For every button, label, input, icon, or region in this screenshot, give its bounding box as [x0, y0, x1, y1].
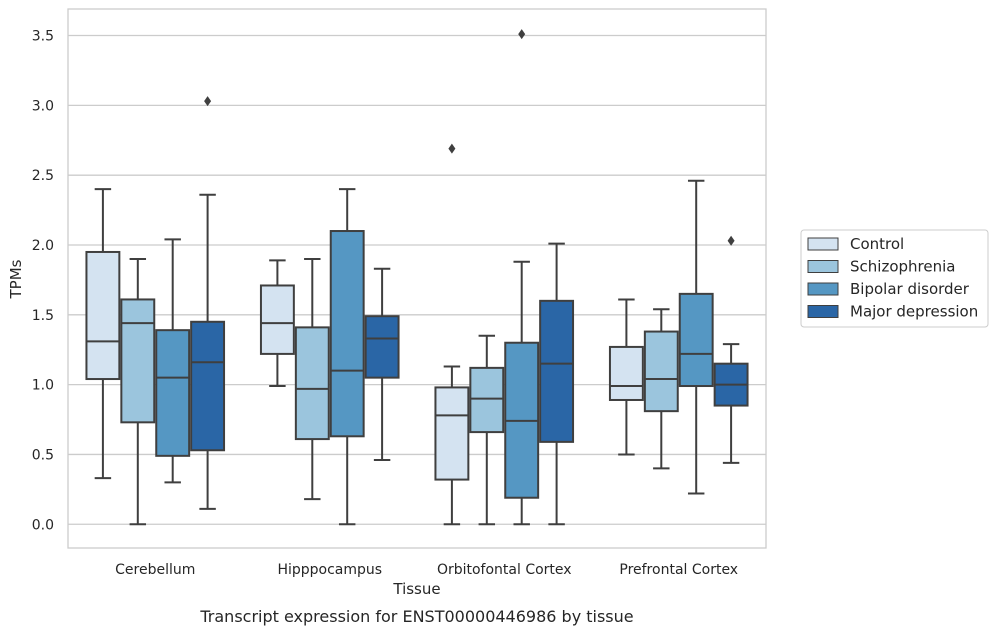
x-tick-label: Hipppocampus	[277, 562, 382, 578]
box-iqr	[85, 250, 121, 381]
box-1-1	[294, 257, 330, 501]
x-tick-labels: Cerebellum Hipppocampus Orbitofontal Corte…	[115, 562, 738, 578]
x-tick-label: Cerebellum	[115, 562, 195, 578]
box-2-2	[504, 29, 540, 526]
legend-frame	[800, 229, 989, 328]
y-tick-label: 0.0	[32, 517, 54, 533]
x-axis-label: Tissue	[392, 580, 440, 598]
box-iqr	[434, 386, 470, 481]
box-iqr	[643, 330, 679, 413]
y-tick-label: 3.5	[32, 29, 54, 45]
box-iqr	[539, 299, 575, 443]
box-0-3	[190, 96, 226, 510]
outlier-point	[204, 96, 212, 107]
box-iqr	[190, 320, 226, 452]
box-2-1	[469, 334, 505, 526]
legend-label: Control	[850, 235, 904, 253]
y-tick-label: 2.0	[32, 238, 54, 254]
box-iqr	[329, 230, 365, 438]
box-3-3	[713, 235, 749, 464]
box-1-3	[364, 267, 400, 462]
x-tick-label: Orbitofontal Cortex	[437, 562, 572, 578]
legend-label: Major depression	[850, 303, 978, 321]
box-iqr	[294, 326, 330, 441]
legend-label: Schizophrenia	[850, 258, 955, 276]
outlier-point	[448, 143, 456, 154]
box-iqr	[608, 345, 644, 401]
figure-caption: Transcript expression for ENST0000044698…	[199, 607, 633, 626]
outlier-point	[727, 235, 735, 246]
legend-swatch	[807, 237, 839, 251]
plot-frame	[67, 8, 767, 549]
box-2-0	[434, 143, 470, 526]
box-2-3	[539, 242, 575, 526]
box-iqr	[469, 366, 505, 434]
box-0-1	[120, 257, 156, 526]
legend-label: Bipolar disorder	[850, 280, 970, 298]
box-3-1	[643, 308, 679, 470]
legend-swatch	[807, 260, 839, 273]
outlier-point	[518, 29, 526, 40]
box-0-0	[85, 188, 121, 480]
y-tick-label: 1.0	[32, 378, 54, 394]
y-axis-label: TPMs	[7, 259, 25, 299]
box-1-0	[259, 259, 295, 388]
x-tick-label: Prefrontal Cortex	[619, 562, 738, 578]
legend-swatch	[807, 305, 839, 318]
box-iqr	[155, 329, 191, 457]
box-iqr	[259, 284, 295, 355]
y-tick-label: 3.0	[32, 98, 54, 114]
box-0-2	[155, 238, 191, 484]
box-1-2	[329, 188, 365, 526]
y-tick-labels: 0.0 0.5 1.0 1.5 2.0 2.5 3.0 3.5	[32, 29, 54, 534]
box-3-2	[678, 179, 714, 495]
box-iqr	[364, 315, 400, 379]
y-tick-label: 0.5	[32, 447, 54, 463]
y-tick-label: 2.5	[32, 168, 54, 184]
box-groups	[85, 29, 749, 526]
box-iqr	[678, 292, 714, 388]
legend-swatch	[807, 282, 839, 296]
legend: Control Schizophrenia Bipolar disorder Majo…	[800, 229, 989, 328]
box-iqr	[120, 298, 156, 424]
box-3-0	[608, 298, 644, 456]
y-tick-label: 1.5	[32, 308, 54, 324]
